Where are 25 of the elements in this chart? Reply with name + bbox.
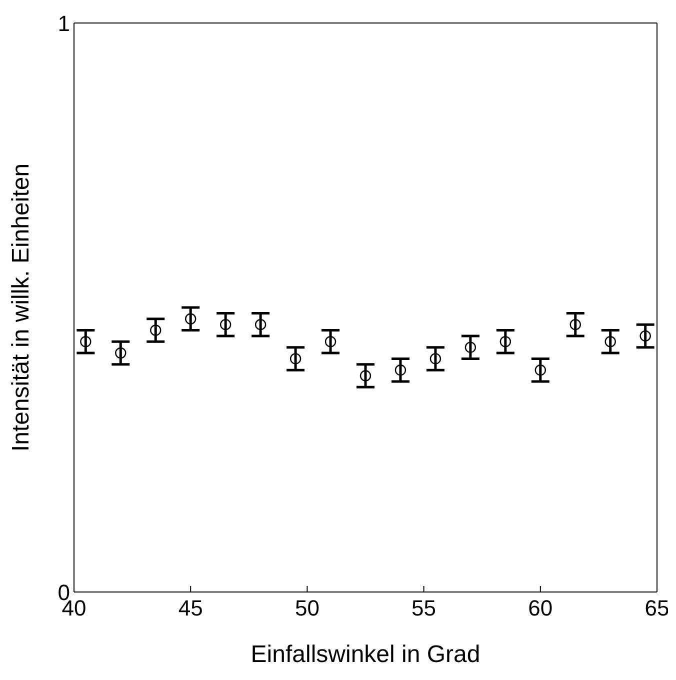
point (220, 318, 232, 330)
point (360, 370, 372, 382)
point (570, 318, 581, 330)
point (640, 330, 651, 342)
point (430, 353, 442, 364)
y-axis-title: Intensität in willk. Einheiten (8, 163, 35, 452)
point (185, 313, 196, 324)
point (534, 364, 546, 376)
point (290, 353, 302, 364)
x-tick-label: 60 (528, 596, 553, 621)
point (80, 336, 92, 348)
point (500, 336, 512, 348)
point (324, 336, 336, 348)
point (464, 342, 476, 353)
point (150, 324, 162, 336)
x-tick-label: 65 (644, 596, 670, 621)
point (394, 364, 406, 376)
x-tick-label: 50 (294, 596, 320, 621)
point (254, 318, 266, 330)
x-tick-label: 55 (412, 596, 436, 621)
point (115, 347, 126, 359)
y-tick-label: 1 (58, 10, 70, 36)
x-axis-title: Einfallswinkel in Grad (250, 641, 480, 668)
x-tick-label: 45 (178, 596, 203, 621)
point (604, 336, 616, 348)
